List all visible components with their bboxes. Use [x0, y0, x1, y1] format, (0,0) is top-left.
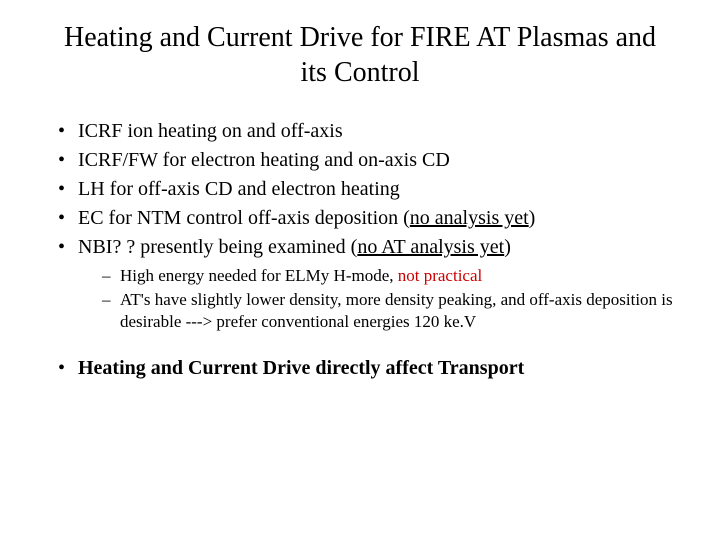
- bullet-l2-item: AT's have slightly lower density, more d…: [102, 289, 680, 333]
- bullet-l1-item: ICRF/FW for electron heating and on-axis…: [58, 147, 680, 174]
- bullet-list-level1: ICRF ion heating on and off-axis ICRF/FW…: [40, 118, 680, 261]
- bullet-text: ): [529, 207, 536, 229]
- bullet-text: EC for NTM control off-axis deposition (: [78, 207, 410, 229]
- bullet-l1-item: NBI? ? presently being examined (no AT a…: [58, 234, 680, 261]
- slide-title: Heating and Current Drive for FIRE AT Pl…: [40, 20, 680, 90]
- bullet-text-underline: no AT analysis yet: [357, 236, 504, 258]
- bullet-list-level2: High energy needed for ELMy H-mode, not …: [40, 265, 680, 333]
- bullet-l1-item: EC for NTM control off-axis deposition (…: [58, 205, 680, 232]
- bullet-final-item: Heating and Current Drive directly affec…: [58, 357, 680, 380]
- bullet-text: NBI? ? presently being examined (: [78, 236, 357, 258]
- bullet-l1-item: ICRF ion heating on and off-axis: [58, 118, 680, 145]
- bullet-text: High energy needed for ELMy H-mode,: [120, 266, 398, 285]
- bullet-l1-item: LH for off-axis CD and electron heating: [58, 176, 680, 203]
- bullet-text-red: not practical: [398, 266, 483, 285]
- bullet-list-final: Heating and Current Drive directly affec…: [40, 357, 680, 380]
- bullet-l2-item: High energy needed for ELMy H-mode, not …: [102, 265, 680, 287]
- bullet-text-underline: no analysis yet: [410, 207, 529, 229]
- bullet-text: ): [504, 236, 511, 258]
